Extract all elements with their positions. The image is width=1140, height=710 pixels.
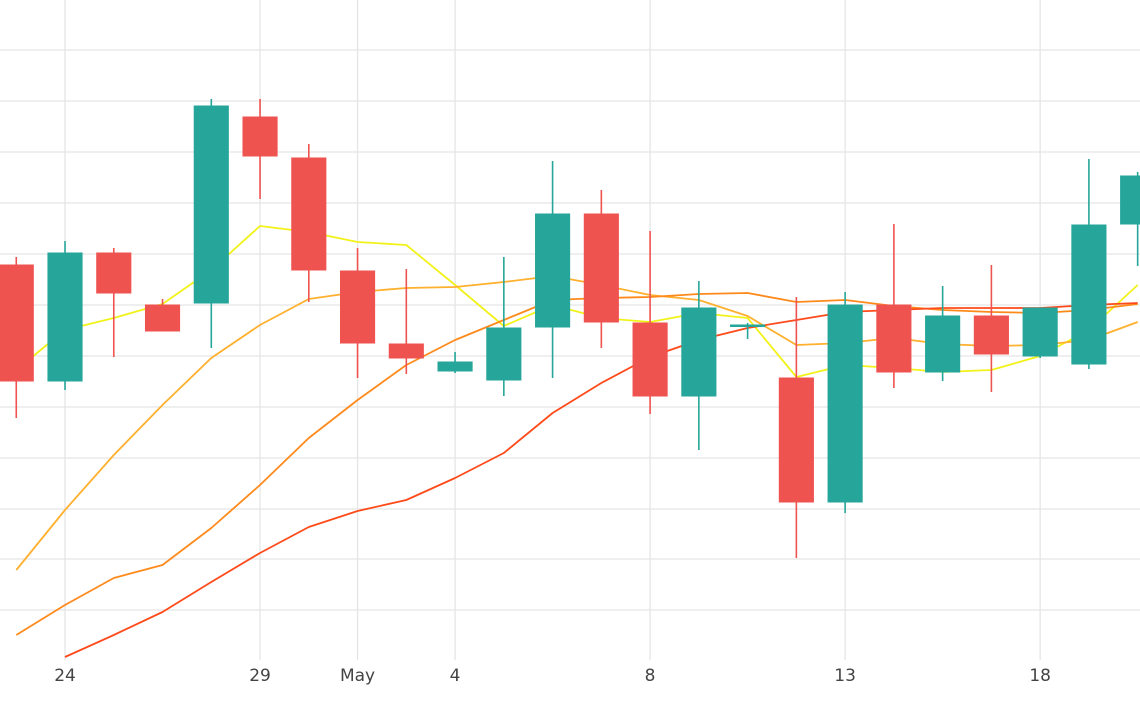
candle-body bbox=[437, 361, 473, 372]
candle-body bbox=[876, 304, 912, 373]
candle-body bbox=[583, 213, 619, 323]
moving-average-line bbox=[64, 302, 1138, 658]
x-tick-label: 24 bbox=[54, 666, 76, 686]
candles bbox=[0, 99, 1140, 558]
x-tick-label: 18 bbox=[1029, 666, 1051, 686]
x-axis: 24 29 May 4 8 13 18 bbox=[54, 666, 1051, 686]
candle-body bbox=[730, 324, 766, 327]
x-tick-label: 13 bbox=[834, 666, 856, 686]
candle-body bbox=[47, 252, 83, 382]
x-tick-label: 29 bbox=[249, 666, 271, 686]
candle-body bbox=[632, 322, 668, 397]
candle-body bbox=[1071, 224, 1107, 365]
candle-body bbox=[291, 157, 327, 271]
candle-body bbox=[242, 116, 278, 157]
candle-body bbox=[778, 377, 814, 503]
candle-body bbox=[925, 315, 961, 373]
candle-body bbox=[193, 105, 229, 304]
candle-body bbox=[0, 264, 34, 382]
x-tick-label: 4 bbox=[450, 666, 461, 686]
candle-body bbox=[339, 270, 376, 344]
candle-body bbox=[486, 327, 522, 381]
moving-averages bbox=[15, 225, 1139, 658]
candle-body bbox=[1120, 175, 1140, 225]
candle-body bbox=[973, 315, 1009, 355]
candle-body bbox=[388, 343, 424, 359]
candle-body bbox=[1022, 307, 1058, 357]
moving-average-line bbox=[15, 292, 1138, 636]
candle-body bbox=[144, 304, 181, 332]
moving-average-line bbox=[15, 225, 1139, 378]
candle-body bbox=[96, 252, 132, 294]
x-tick-label: 8 bbox=[645, 666, 656, 686]
candle-body bbox=[827, 304, 863, 503]
candle-body bbox=[681, 307, 717, 397]
x-tick-label: May bbox=[340, 666, 375, 686]
moving-average-line bbox=[15, 275, 1139, 571]
candle-body bbox=[535, 213, 571, 328]
